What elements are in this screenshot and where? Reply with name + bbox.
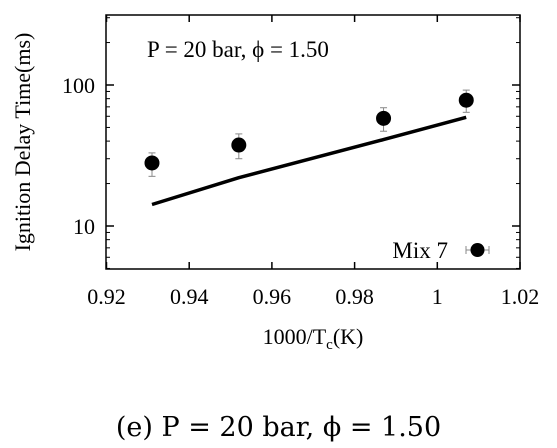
x-tick-label: 1 [432, 284, 443, 309]
data-point-group [231, 133, 247, 160]
data-point-mix7 [144, 155, 160, 171]
legend-marker-mix7 [470, 243, 485, 257]
axis-ticks: 0.92 0.94 0.96 0.98 1 1.02 10 100 [62, 15, 539, 309]
x-axis-label-subscript: c [326, 337, 333, 353]
y-tick-label: 100 [62, 73, 95, 98]
model-prediction-line [151, 115, 467, 207]
figure-caption: (e) P = 20 bar, ϕ = 1.50 [115, 412, 442, 443]
x-tick-label: 1.02 [501, 284, 540, 309]
y-axis-label: Ignition Delay Time(ms) [10, 33, 35, 252]
x-axis-label: 1000/Tc(K) [263, 324, 364, 353]
model-lines [151, 115, 467, 207]
data-point-mix7 [376, 110, 392, 126]
data-point-group [458, 89, 474, 113]
data-point-group [144, 152, 160, 177]
y-tick-label: 10 [73, 214, 95, 239]
x-tick-label: 0.94 [170, 284, 209, 309]
x-tick-label: 0.92 [87, 284, 126, 309]
plot-frame [105, 14, 521, 270]
ignition-delay-chart: 0.92 0.94 0.96 0.98 1 1.02 10 100 P = 20 bar, ϕ… [10, 14, 539, 353]
data-point-mix7 [231, 137, 247, 153]
x-axis-label-unit: (K) [333, 324, 364, 349]
data-point-mix7 [458, 92, 474, 108]
plot-annotation: P = 20 bar, ϕ = 1.50 [147, 37, 329, 62]
data-point-group [376, 107, 392, 132]
legend: Mix 7 [392, 238, 490, 263]
data-points [144, 89, 474, 177]
x-axis-label-main: 1000/T [263, 324, 327, 349]
legend-label-mix7: Mix 7 [392, 238, 448, 263]
x-tick-label: 0.96 [253, 284, 292, 309]
x-tick-label: 0.98 [335, 284, 374, 309]
